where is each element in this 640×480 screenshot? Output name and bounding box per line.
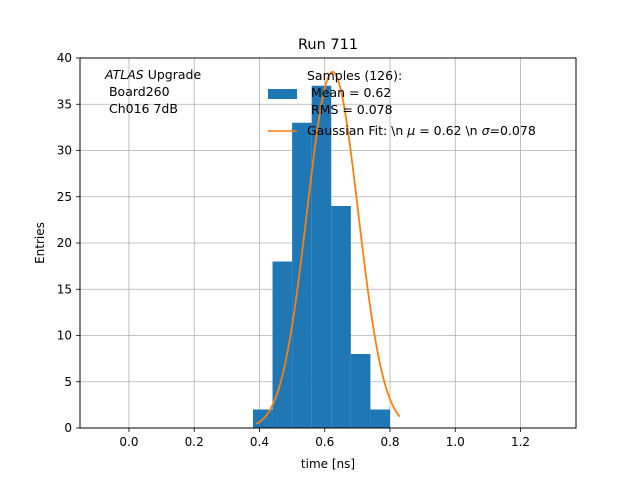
x-axis-ticks: 0.0 0.2 0.4 0.6 0.8 1.0 1.2 xyxy=(119,428,530,449)
x-tick-label: 0.6 xyxy=(315,435,334,449)
channel-label: Ch016 7dB xyxy=(105,101,178,116)
y-axis-ticks: 0 5 10 15 20 25 30 35 40 xyxy=(57,51,80,435)
legend-fit-mu: μ xyxy=(406,123,415,138)
gaussian-fit xyxy=(255,70,401,425)
legend-hist-swatch xyxy=(268,89,297,99)
y-tick-label: 15 xyxy=(57,282,72,296)
board-label: Board260 xyxy=(105,84,170,99)
histogram-bar xyxy=(292,122,312,428)
y-tick-label: 5 xyxy=(64,375,72,389)
y-axis-label: Entries xyxy=(33,222,47,264)
y-tick-label: 30 xyxy=(57,144,72,158)
histogram-bar xyxy=(272,261,293,428)
y-tick-label: 0 xyxy=(64,421,72,435)
x-tick-label: 0.0 xyxy=(119,435,138,449)
legend-fit-label: Gaussian Fit: \n μ = 0.62 \n σ=0.078 xyxy=(307,123,536,138)
x-tick-label: 1.0 xyxy=(446,435,465,449)
x-tick-label: 0.4 xyxy=(250,435,269,449)
atlas-suffix: Upgrade xyxy=(144,67,202,82)
chart-title: Run 711 xyxy=(298,37,358,53)
histogram-bar xyxy=(331,206,351,428)
histogram-bar xyxy=(370,409,390,428)
x-tick-label: 0.8 xyxy=(380,435,399,449)
legend-fit-sigma: σ xyxy=(482,123,491,138)
gaussian-fit-line xyxy=(255,70,401,425)
legend-hist-line3: RMS = 0.078 xyxy=(307,102,393,117)
x-axis-label: time [ns] xyxy=(301,457,355,471)
x-tick-label: 0.2 xyxy=(185,435,204,449)
x-tick-label: 1.2 xyxy=(511,435,530,449)
y-tick-label: 10 xyxy=(57,329,72,343)
legend-fit-prefix: Gaussian Fit: \n xyxy=(307,123,407,138)
y-tick-label: 35 xyxy=(57,97,72,111)
legend-hist-line1: Samples (126): xyxy=(307,68,402,83)
atlas-label: ATLAS xyxy=(104,67,144,82)
y-tick-label: 25 xyxy=(57,190,72,204)
legend-fit-mid: = 0.62 \n xyxy=(415,123,481,138)
legend: Samples (126): Mean = 0.62 RMS = 0.078 G… xyxy=(268,68,536,138)
atlas-annotation-line1: ATLAS Upgrade xyxy=(104,67,201,82)
legend-hist-line2: Mean = 0.62 xyxy=(307,85,391,100)
y-tick-label: 40 xyxy=(57,51,72,65)
legend-fit-suffix: =0.078 xyxy=(490,123,536,138)
y-tick-label: 20 xyxy=(57,236,72,250)
histogram-bar xyxy=(350,354,371,428)
histogram-bar xyxy=(311,85,332,428)
